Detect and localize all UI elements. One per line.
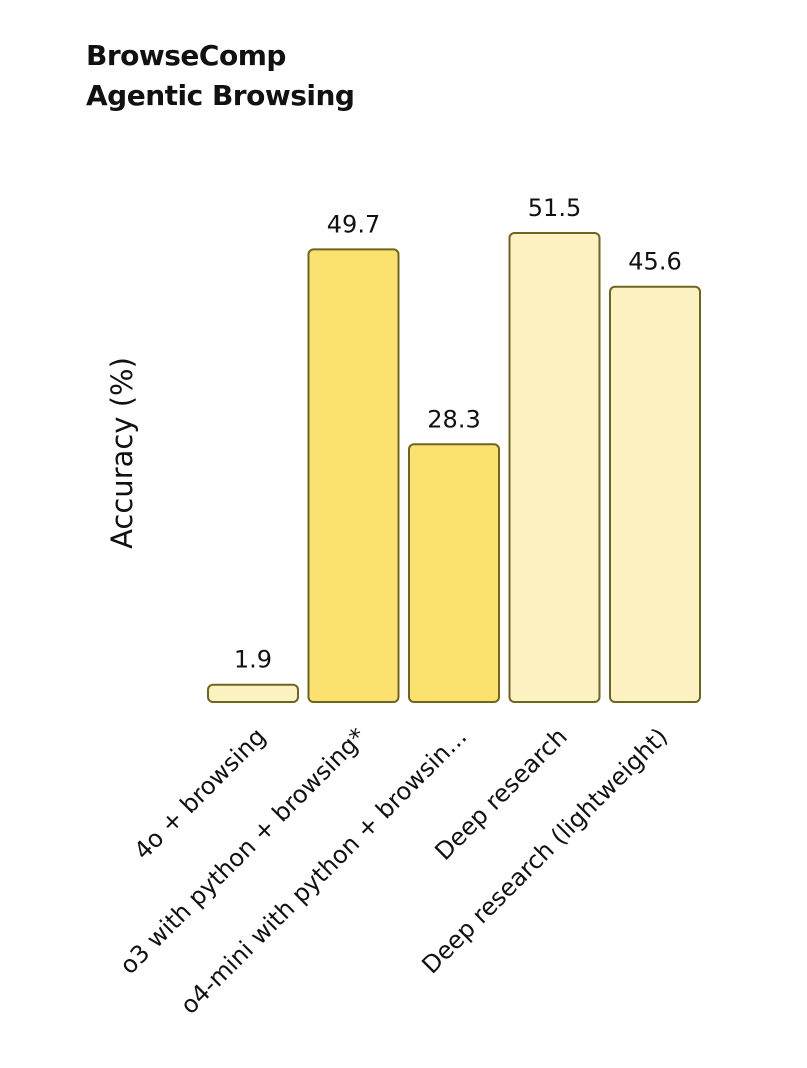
bar-5 xyxy=(609,285,701,703)
bar-value-label-3: 28.3 xyxy=(427,405,480,433)
y-axis-label: Accuracy (%) xyxy=(105,357,139,549)
bar-4 xyxy=(508,232,601,703)
chart-title-line-2: Agentic Browsing xyxy=(86,79,355,112)
chart-title: BrowseComp Agentic Browsing xyxy=(86,36,355,116)
bars-group xyxy=(207,232,701,703)
bar-value-label-1: 1.9 xyxy=(234,646,272,674)
bar-value-label-5: 45.6 xyxy=(628,248,681,276)
bar-1 xyxy=(207,683,299,703)
bar-2 xyxy=(307,248,400,703)
bar-3 xyxy=(408,443,500,703)
chart-title-line-1: BrowseComp xyxy=(86,39,286,72)
value-labels-group: 1.9 49.7 28.3 51.5 45.6 xyxy=(234,194,682,674)
bar-value-label-2: 49.7 xyxy=(327,210,380,238)
bar-value-label-4: 51.5 xyxy=(528,194,581,222)
